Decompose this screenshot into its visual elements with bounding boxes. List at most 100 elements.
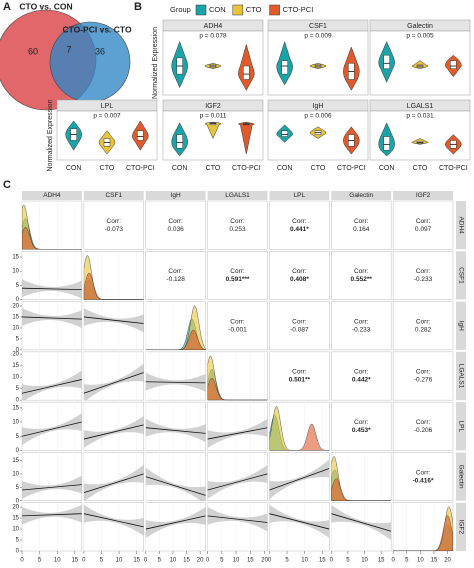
cell: [392, 452, 454, 501]
corr-label: Corr:: [292, 268, 307, 275]
corr-value: -0.087: [290, 326, 309, 333]
panel-title: ADH4: [204, 23, 223, 30]
x-tick-label: 10: [170, 558, 177, 564]
confidence-band: [22, 370, 82, 401]
cell: [331, 401, 392, 451]
y-tick-label: 15: [12, 363, 19, 369]
cell: [392, 251, 454, 300]
x-tick-label: CTO: [206, 165, 221, 172]
annotation: p = 0.007: [93, 113, 121, 120]
violin: [238, 121, 255, 155]
corr-value: 0.282: [415, 326, 432, 333]
x-tick-label: CTO: [413, 165, 428, 172]
count: 36: [95, 46, 105, 56]
cell: [392, 351, 454, 401]
y-tick-label: 5: [16, 283, 20, 289]
y-tick-label: 5: [16, 485, 20, 491]
x-tick-label: 5: [405, 558, 409, 564]
annotation: p = 0.005: [406, 33, 434, 40]
density: [83, 272, 144, 300]
corr-label: Corr:: [354, 268, 369, 275]
box: [383, 54, 390, 69]
x-tick-label: CTO-PCI: [126, 165, 155, 172]
row-strip: [456, 402, 466, 451]
annotation: p = 0.009: [304, 33, 332, 40]
corr-value: 0.552**: [351, 276, 373, 283]
corr-label: Corr:: [416, 419, 431, 426]
violin: [411, 60, 429, 69]
row-strip: [456, 201, 466, 250]
legend-swatch: [232, 4, 244, 16]
x-tick-label: 0: [144, 558, 148, 564]
corr-value: -0.206: [414, 427, 433, 434]
x-tick-label: 20: [261, 558, 268, 564]
y-axis-label: Normalized Expression: [152, 27, 159, 99]
legend-swatch: [269, 4, 280, 16]
corr-value: -0.128: [166, 276, 185, 283]
y-tick-label: 10: [12, 375, 19, 381]
box: [176, 134, 183, 149]
panel-label: A: [3, 1, 11, 13]
row-strip: [456, 251, 466, 300]
count: 60: [28, 46, 38, 56]
panel-title: LGALS1: [407, 103, 434, 110]
panel-label: B: [134, 1, 142, 13]
column-strip: [331, 191, 392, 200]
cell: [331, 200, 392, 250]
legend-label: CTO: [246, 5, 262, 14]
corr-value: -0.001: [228, 326, 247, 333]
cell: [21, 301, 83, 351]
violin: [204, 121, 222, 140]
x-tick-label: 15: [431, 558, 438, 564]
box: [137, 130, 144, 141]
corr-label: Corr:: [292, 318, 307, 325]
y-tick-label: 15: [12, 315, 19, 321]
cell: [392, 301, 454, 351]
corr-label: Corr:: [416, 268, 431, 275]
y-tick-label: 5: [16, 336, 20, 342]
fit-line: [22, 513, 82, 517]
y-tick-label: 5: [16, 434, 20, 440]
cell: [392, 401, 454, 451]
x-tick-label: CON: [66, 165, 82, 172]
corr-value: 0.408*: [290, 276, 309, 283]
count: 7: [66, 44, 71, 54]
y-tick-label: 0: [16, 448, 20, 454]
x-tick-label: 5: [285, 558, 289, 564]
corr-label: Corr:: [230, 268, 245, 275]
x-tick-label: CTO: [311, 165, 326, 172]
fit-line: [83, 473, 144, 494]
x-tick-label: 15: [71, 558, 78, 564]
fit-line: [83, 316, 144, 324]
x-tick-label: 0: [268, 558, 272, 564]
x-tick-label: 0: [82, 558, 86, 564]
column-label: IgH: [171, 192, 181, 199]
column-label: LPL: [294, 192, 306, 199]
y-tick-label: 0: [16, 347, 20, 353]
x-tick-label: 15: [247, 558, 254, 564]
x-tick-label: 20: [444, 558, 451, 564]
fit-line: [83, 513, 144, 528]
corr-value: 0.453*: [352, 427, 371, 434]
x-tick-label: 5: [346, 558, 350, 564]
fit-line: [145, 427, 206, 434]
corr-value: -0.073: [105, 226, 124, 233]
y-tick-label: 15: [12, 405, 19, 411]
cell: [269, 200, 330, 250]
fit-line: [207, 427, 268, 440]
column-strip: [83, 191, 144, 200]
corr-value: 0.441*: [290, 226, 309, 233]
x-tick-label: 5: [220, 558, 224, 564]
corr-label: Corr:: [292, 218, 307, 225]
column-label: Galectin: [349, 192, 373, 199]
density: [269, 405, 330, 451]
corr-label: Corr:: [416, 369, 431, 376]
row-label: ADH4: [457, 216, 464, 234]
x-tick-label: 10: [301, 558, 308, 564]
fit-line: [145, 381, 206, 384]
y-axis-label: Normalized Expression: [47, 99, 54, 171]
fit-line: [269, 468, 330, 491]
corr-label: Corr:: [292, 369, 307, 376]
x-tick-label: 15: [378, 558, 385, 564]
